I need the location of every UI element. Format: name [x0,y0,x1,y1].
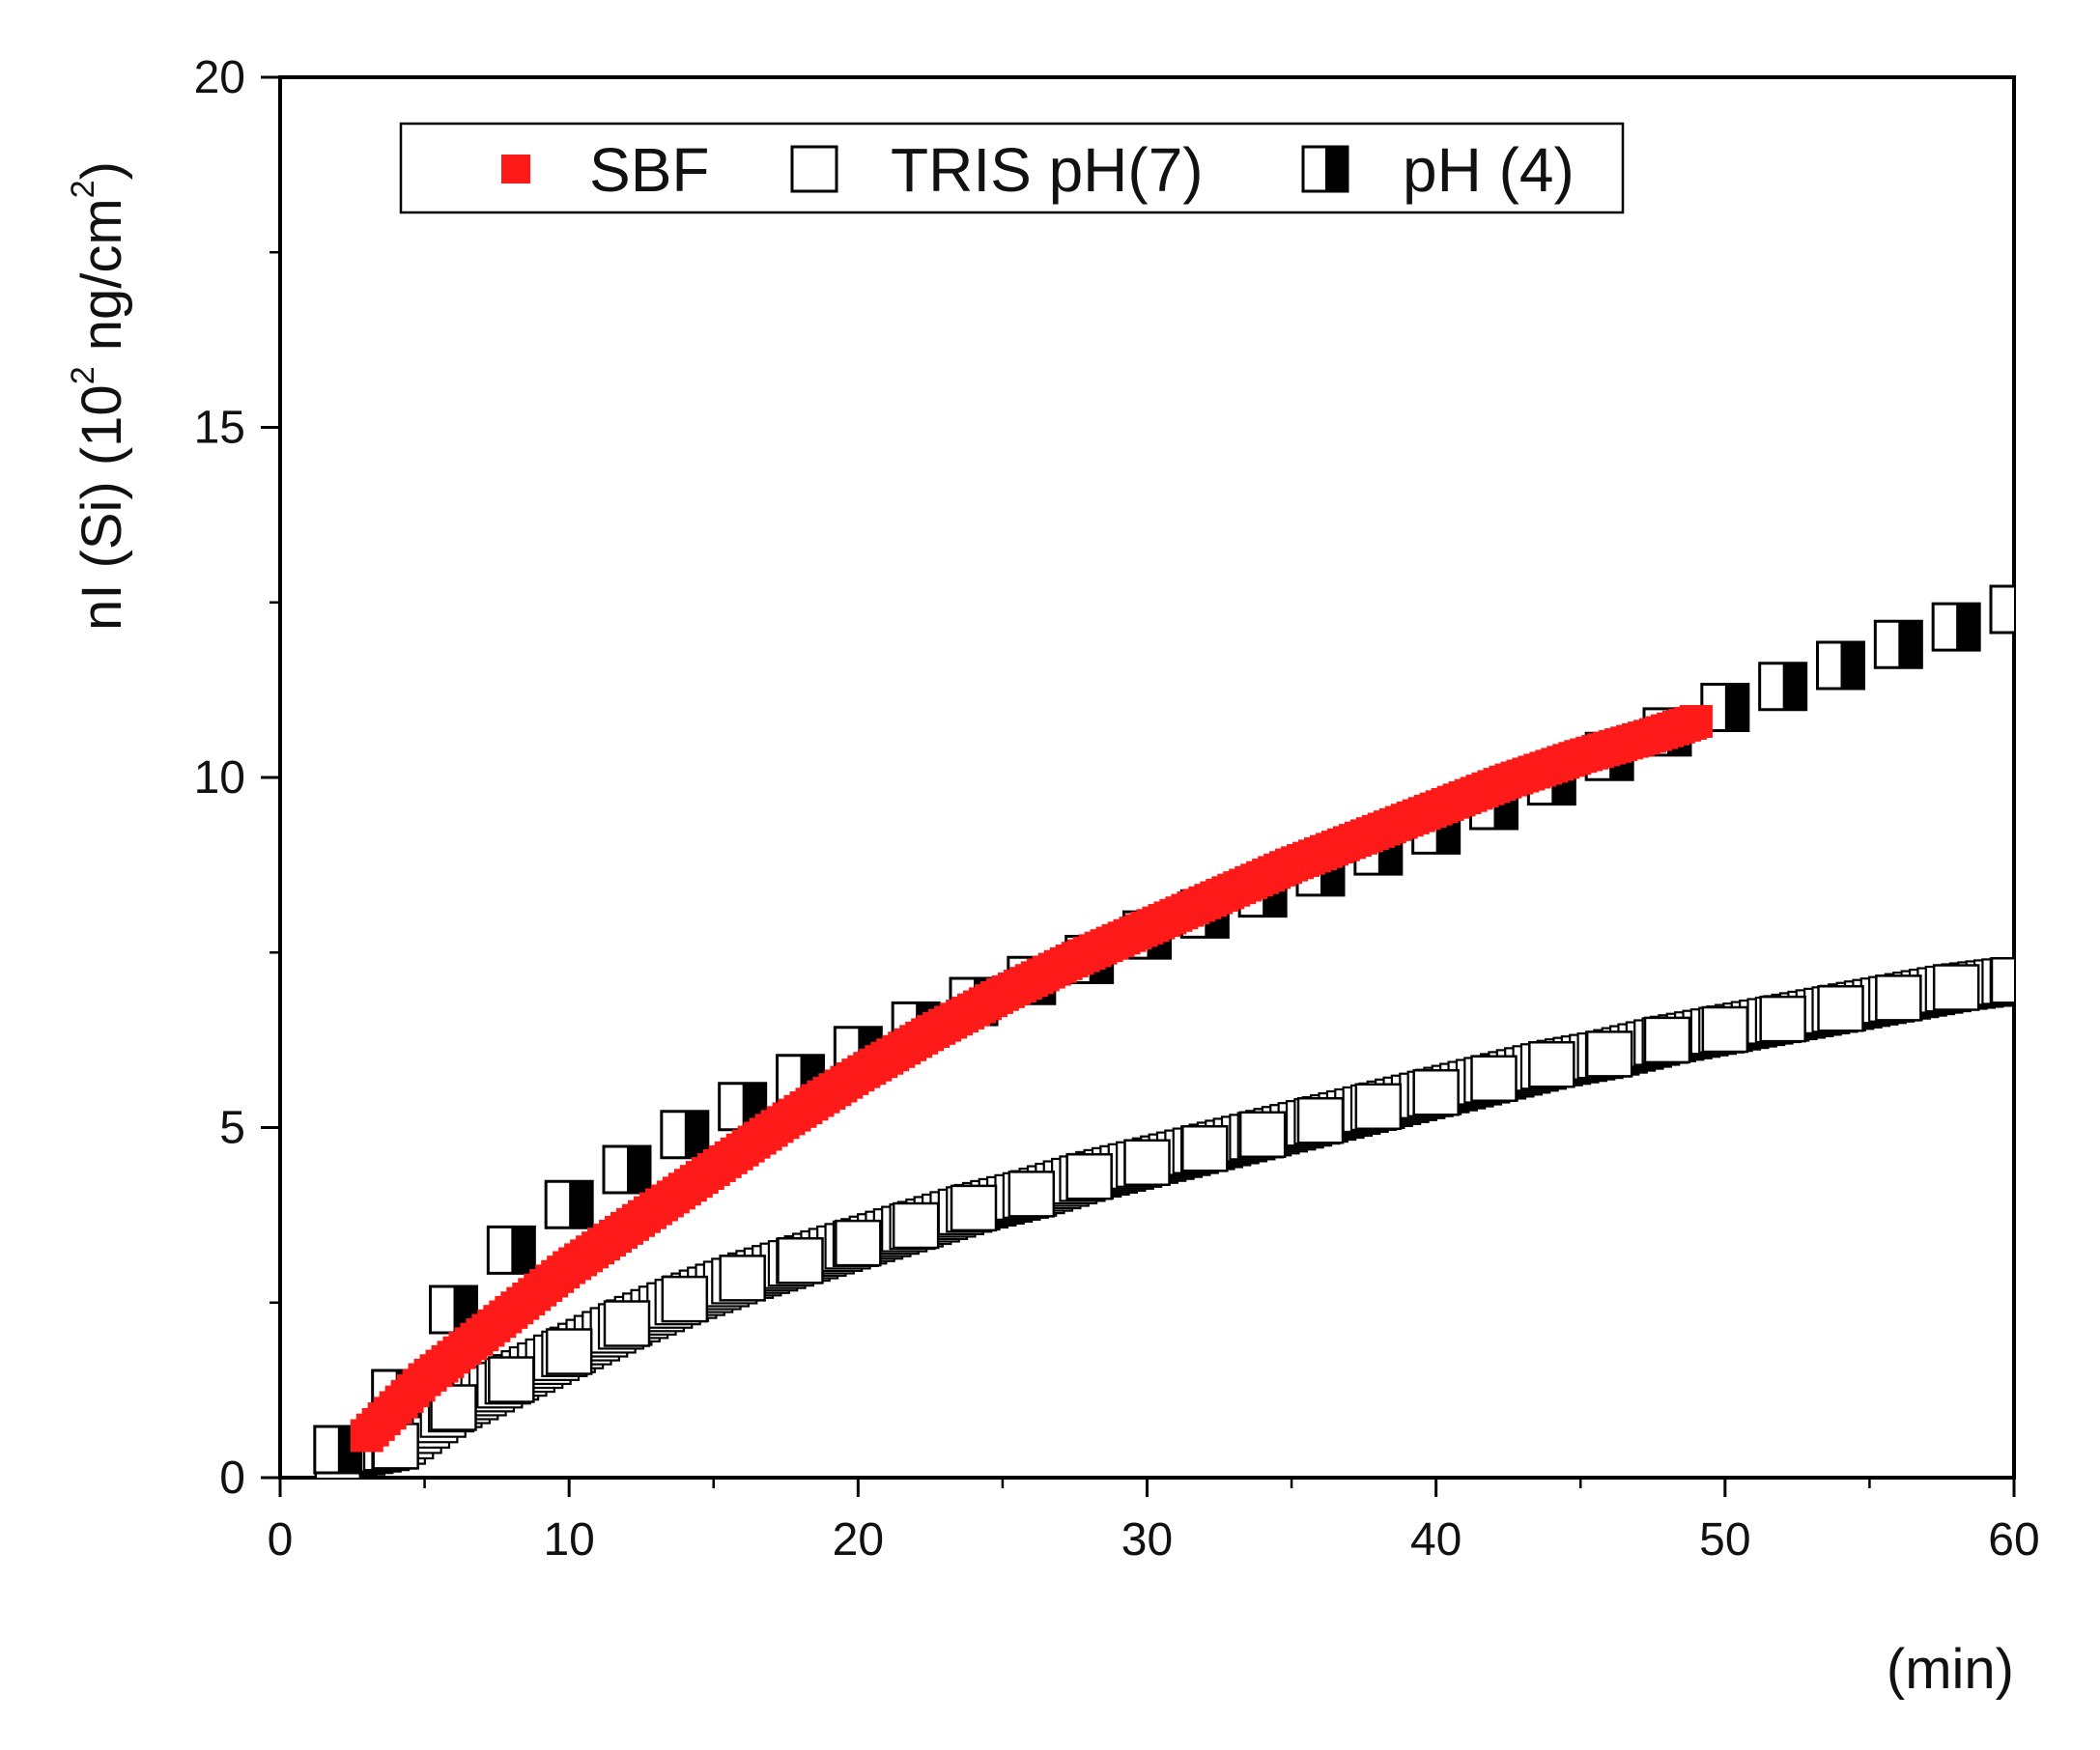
ph4-point-fill [1956,604,1980,651]
ph4-point [1873,619,1923,669]
legend-marker-ph4-fill [1325,147,1348,191]
legend-marker-ph4 [1301,145,1349,193]
tris-marker [1123,1139,1171,1186]
tris-marker [892,1201,940,1250]
x-tick-label: 50 [1699,1514,1750,1566]
y-tick-label: 15 [194,403,245,454]
legend-entry-tris: TRIS pH(7) [790,135,1204,205]
ph4-point [660,1110,710,1160]
ph4-point [1816,640,1865,691]
ph4-point-outline [1816,640,1865,691]
tris-marker [1528,1041,1575,1088]
x-tick-label: 20 [833,1514,884,1566]
tris-marker [1817,985,1864,1032]
ph4-point-bg [1991,586,2014,633]
x-tick-label: 10 [543,1514,594,1566]
tris-marker [545,1328,593,1375]
legend: SBF TRIS pH(7) pH (4) [399,122,1625,214]
legend-marker-sbf [501,155,530,183]
tris-marker [488,1356,535,1403]
tris-marker [1701,1005,1749,1054]
marks-layer [313,584,2037,1478]
ph4-point-fill [1782,663,1806,710]
x-tick-label: 30 [1121,1514,1173,1566]
ph4-point [1758,662,1808,712]
y-axis-title: nI (Si) (102 ng/cm2) [65,161,133,631]
sbf-point [1679,705,1713,738]
ph4-point [544,1179,594,1229]
legend-label-ph4: pH (4) [1403,135,1575,205]
ph4-point-outline [660,1110,710,1160]
ph4-point-outline [1931,602,1981,652]
ph4-point-outline [1989,584,2014,635]
tris-marker [1354,1083,1403,1130]
ph4-point-fill [1840,642,1864,689]
y-tick-label: 10 [194,752,245,804]
tris-marker [661,1275,709,1323]
tris-marker [777,1237,824,1284]
tris-marker [1585,1030,1633,1078]
ph4-point [602,1144,652,1195]
legend-box [399,122,1625,214]
ticks-layer: 0 10 20 30 40 50 60 0 5 10 15 20 [194,52,2040,1566]
ph4-point-fill [569,1181,593,1228]
tris-marker [1238,1111,1287,1158]
ph4-point [486,1225,536,1275]
tris-marker [835,1219,882,1267]
ph4-point-fill [1898,621,1922,668]
legend-label-sbf: SBF [589,135,709,205]
x-tick-label: 40 [1410,1514,1461,1566]
tris-marker [1990,957,2014,1004]
ph4-point-fill [511,1227,535,1274]
tris-marker [1932,964,1980,1011]
tris-marker [1759,995,1806,1043]
y-tick-label: 0 [219,1453,245,1504]
ph4-point [1989,584,2037,635]
ph4-point-fill [2014,586,2037,633]
tris-marker [1065,1153,1113,1200]
ph4-point-outline [1873,619,1923,669]
ph4-point [1931,602,1981,652]
ph4-point-outline [544,1179,594,1229]
legend-entry-ph4: pH (4) [1301,135,1575,205]
tris-marker [1007,1171,1056,1218]
y-tick-label: 5 [219,1103,245,1154]
x-tick-label: 0 [268,1514,294,1566]
series-tris [314,957,2014,1478]
y-tick-label: 20 [194,52,245,103]
tris-marker [1181,1125,1229,1172]
series-sbf [350,705,1713,1453]
ph4-point-outline [602,1144,652,1195]
tris-marker [1412,1069,1460,1116]
x-axis-title: (min) [1887,1638,2014,1701]
legend-entry-sbf: SBF [501,135,709,205]
legend-marker-tris [790,145,838,193]
ph4-point-outline [486,1225,536,1275]
tris-marker [1875,974,1922,1022]
ph4-point-outline [1758,662,1808,712]
tris-marker [1296,1097,1345,1144]
tris-marker [1643,1016,1691,1064]
tris-marker [1470,1055,1518,1102]
x-tick-label: 60 [1988,1514,2039,1566]
legend-label-tris: TRIS pH(7) [891,135,1204,205]
tris-marker [719,1255,766,1302]
ph4-point-fill [627,1146,650,1193]
tris-marker [950,1184,998,1232]
tris-marker [603,1300,651,1347]
ph4-point-fill [1724,684,1748,731]
